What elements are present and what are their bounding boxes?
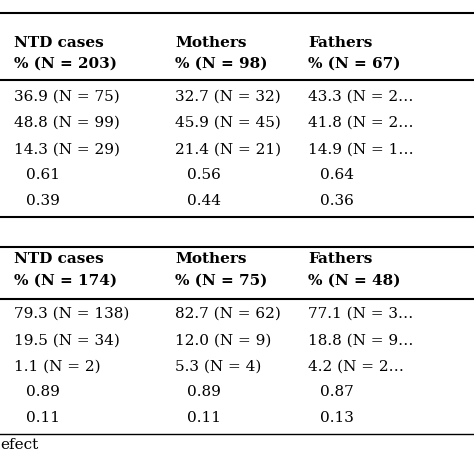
- Text: % (N = 174): % (N = 174): [14, 273, 118, 288]
- Text: 0.44: 0.44: [187, 194, 221, 209]
- Text: 18.8 (N = 9…: 18.8 (N = 9…: [308, 333, 413, 347]
- Text: Mothers: Mothers: [175, 36, 247, 50]
- Text: 0.11: 0.11: [26, 411, 60, 426]
- Text: 0.89: 0.89: [187, 385, 221, 400]
- Text: 36.9 (N = 75): 36.9 (N = 75): [14, 90, 120, 104]
- Text: 48.8 (N = 99): 48.8 (N = 99): [14, 116, 120, 130]
- Text: 19.5 (N = 34): 19.5 (N = 34): [14, 333, 120, 347]
- Text: 5.3 (N = 4): 5.3 (N = 4): [175, 359, 262, 374]
- Text: 77.1 (N = 3…: 77.1 (N = 3…: [308, 307, 413, 321]
- Text: 43.3 (N = 2…: 43.3 (N = 2…: [308, 90, 413, 104]
- Text: 1.1 (N = 2): 1.1 (N = 2): [14, 359, 101, 374]
- Text: 4.2 (N = 2…: 4.2 (N = 2…: [308, 359, 404, 374]
- Text: 32.7 (N = 32): 32.7 (N = 32): [175, 90, 281, 104]
- Text: Fathers: Fathers: [308, 36, 373, 50]
- Text: 0.61: 0.61: [26, 168, 60, 182]
- Text: 79.3 (N = 138): 79.3 (N = 138): [14, 307, 129, 321]
- Text: % (N = 67): % (N = 67): [308, 57, 401, 71]
- Text: NTD cases: NTD cases: [14, 252, 104, 266]
- Text: 0.13: 0.13: [320, 411, 354, 426]
- Text: 21.4 (N = 21): 21.4 (N = 21): [175, 142, 282, 156]
- Text: 0.11: 0.11: [187, 411, 221, 426]
- Text: 0.56: 0.56: [187, 168, 221, 182]
- Text: NTD cases: NTD cases: [14, 36, 104, 50]
- Text: 41.8 (N = 2…: 41.8 (N = 2…: [308, 116, 414, 130]
- Text: 0.64: 0.64: [320, 168, 354, 182]
- Text: 0.39: 0.39: [26, 194, 60, 209]
- Text: 45.9 (N = 45): 45.9 (N = 45): [175, 116, 281, 130]
- Text: 12.0 (N = 9): 12.0 (N = 9): [175, 333, 272, 347]
- Text: % (N = 75): % (N = 75): [175, 273, 268, 288]
- Text: 0.36: 0.36: [320, 194, 354, 209]
- Text: Mothers: Mothers: [175, 252, 247, 266]
- Text: efect: efect: [0, 438, 38, 453]
- Text: Fathers: Fathers: [308, 252, 373, 266]
- Text: % (N = 203): % (N = 203): [14, 57, 117, 71]
- Text: 0.87: 0.87: [320, 385, 354, 400]
- Text: 82.7 (N = 62): 82.7 (N = 62): [175, 307, 281, 321]
- Text: % (N = 98): % (N = 98): [175, 57, 268, 71]
- Text: 14.9 (N = 1…: 14.9 (N = 1…: [308, 142, 414, 156]
- Text: % (N = 48): % (N = 48): [308, 273, 401, 288]
- Text: 0.89: 0.89: [26, 385, 60, 400]
- Text: 14.3 (N = 29): 14.3 (N = 29): [14, 142, 120, 156]
